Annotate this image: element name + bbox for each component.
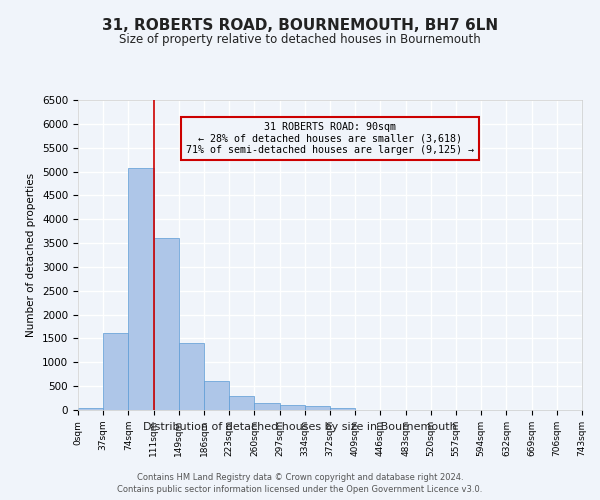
Bar xyxy=(154,238,179,410)
Y-axis label: Number of detached properties: Number of detached properties xyxy=(26,173,37,337)
Bar xyxy=(330,408,355,410)
Text: 31 ROBERTS ROAD: 90sqm
← 28% of detached houses are smaller (3,618)
71% of semi-: 31 ROBERTS ROAD: 90sqm ← 28% of detached… xyxy=(186,122,474,155)
Bar xyxy=(78,408,103,410)
Bar xyxy=(229,396,254,410)
Bar xyxy=(103,332,128,410)
Text: Contains HM Land Registry data © Crown copyright and database right 2024.: Contains HM Land Registry data © Crown c… xyxy=(137,472,463,482)
Bar xyxy=(254,403,280,410)
Bar xyxy=(305,406,330,410)
Bar xyxy=(204,382,229,410)
Bar xyxy=(179,343,204,410)
Text: Distribution of detached houses by size in Bournemouth: Distribution of detached houses by size … xyxy=(143,422,457,432)
Bar xyxy=(280,405,305,410)
Bar xyxy=(128,168,154,410)
Text: Size of property relative to detached houses in Bournemouth: Size of property relative to detached ho… xyxy=(119,32,481,46)
Text: 31, ROBERTS ROAD, BOURNEMOUTH, BH7 6LN: 31, ROBERTS ROAD, BOURNEMOUTH, BH7 6LN xyxy=(102,18,498,32)
Text: Contains public sector information licensed under the Open Government Licence v3: Contains public sector information licen… xyxy=(118,485,482,494)
